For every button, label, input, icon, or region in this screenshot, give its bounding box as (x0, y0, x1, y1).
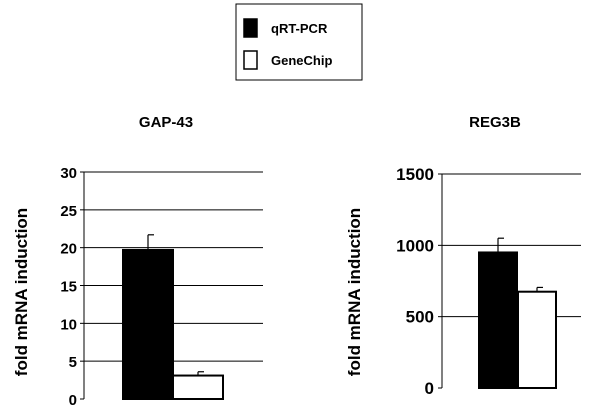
bar-gap-43-qrt-pcr (122, 248, 174, 400)
legend-swatch-qrt-pcr (243, 18, 258, 38)
bar-reg3b-genechip (517, 290, 557, 390)
chart-title-reg3b: REG3B (469, 114, 521, 131)
legend-label-qrt-pcr: qRT-PCR (271, 21, 328, 36)
y-tick-label-gap-43: 15 (60, 279, 77, 296)
y-tick-label-gap-43: 10 (60, 316, 77, 333)
legend-swatch-genechip (243, 50, 258, 70)
y-tick-label-gap-43: 20 (60, 241, 77, 258)
legend-label-genechip: GeneChip (271, 53, 332, 68)
bar-gap-43-genechip (172, 374, 224, 401)
y-tick-label-gap-43: 30 (60, 165, 77, 182)
y-tick-label-reg3b: 1500 (396, 165, 434, 184)
y-axis-label-gap-43: fold mRNA induction (12, 208, 31, 376)
y-tick-label-gap-43: 0 (69, 392, 77, 409)
y-tick-label-gap-43: 25 (60, 203, 77, 220)
y-tick-label-reg3b: 0 (425, 379, 434, 398)
y-tick-label-gap-43: 5 (69, 354, 77, 371)
bar-reg3b-qrt-pcr (478, 251, 518, 389)
chart-title-gap-43: GAP-43 (139, 114, 193, 131)
chart-reg3b: REG3B fold mRNA induction 0 500 1000 1500 (345, 114, 581, 398)
y-tick-label-reg3b: 1000 (396, 236, 434, 255)
chart-gap-43: GAP-43 fold mRNA induction 0 5 10 15 20 25 30 (12, 114, 263, 409)
y-axis-label-reg3b: fold mRNA induction (345, 208, 364, 376)
legend: qRT-PCR GeneChip (235, 3, 363, 81)
y-tick-label-reg3b: 500 (406, 308, 434, 327)
